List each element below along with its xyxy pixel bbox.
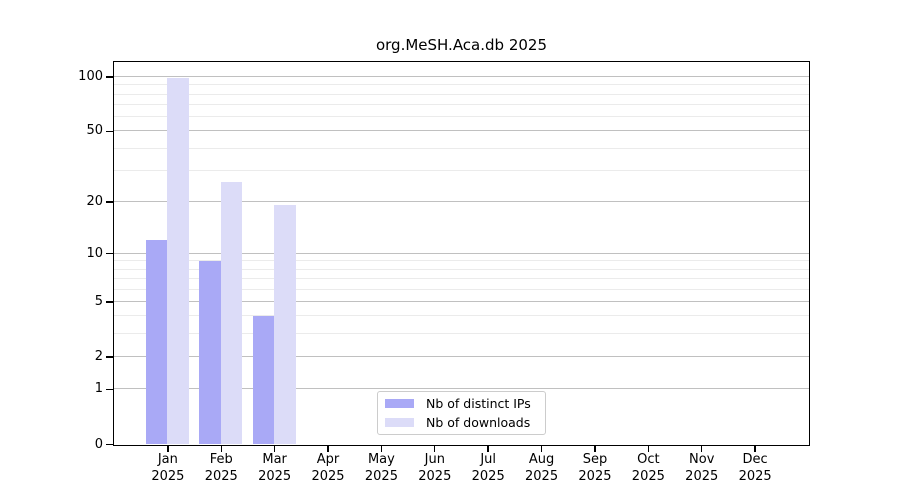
gridline-minor-30 — [114, 170, 809, 172]
y-tick-label-2: 2 — [94, 349, 103, 365]
x-tick-label-sep: Sep 2025 — [563, 452, 627, 485]
x-axis-tick-may — [380, 445, 383, 452]
bar-nb-of-downloads-feb-2025 — [220, 181, 243, 444]
gridline-major-50 — [114, 130, 809, 132]
plot-area — [113, 61, 810, 446]
x-axis-tick-aug — [540, 445, 543, 452]
x-axis-tick-nov — [701, 445, 703, 452]
legend-label-distinct-ips: Nb of distinct IPs — [426, 396, 531, 411]
x-tick-year: 2025 — [471, 468, 505, 484]
gridline-minor-40 — [114, 147, 809, 149]
bar-nb-of-distinct-ips-feb-2025 — [199, 260, 221, 444]
x-tick-month: Jan — [157, 452, 178, 467]
x-tick-label-nov: Nov 2025 — [670, 452, 734, 485]
gridline-minor-6 — [114, 288, 809, 290]
x-tick-month: Oct — [637, 452, 660, 467]
x-tick-year: 2025 — [311, 468, 345, 484]
x-tick-month: Sep — [582, 452, 608, 467]
x-tick-year: 2025 — [204, 468, 238, 484]
x-tick-label-may: May 2025 — [349, 452, 413, 485]
x-tick-year: 2025 — [578, 468, 612, 484]
legend: Nb of distinct IPs Nb of downloads — [377, 391, 546, 435]
legend-item-distinct-ips: Nb of distinct IPs — [385, 396, 545, 412]
y-axis-tick-10 — [106, 252, 113, 255]
y-tick-label-0: 0 — [94, 436, 103, 452]
x-tick-month: Aug — [528, 452, 555, 467]
gridline-major-10 — [114, 252, 809, 254]
x-axis-tick-feb — [220, 445, 222, 452]
y-tick-label-20: 20 — [86, 194, 103, 210]
x-tick-month: Jul — [480, 452, 497, 467]
x-tick-month: Nov — [689, 452, 715, 467]
y-axis-tick-2 — [106, 356, 113, 358]
y-tick-label-1: 1 — [94, 381, 103, 397]
y-axis-tick-1 — [106, 388, 113, 390]
x-tick-label-apr: Apr 2025 — [296, 452, 360, 485]
x-axis-tick-jan — [167, 445, 169, 452]
x-tick-label-jul: Jul 2025 — [456, 452, 520, 485]
gridline-minor-90 — [114, 84, 809, 86]
x-tick-year: 2025 — [738, 468, 772, 484]
gridline-major-2 — [114, 356, 809, 358]
x-tick-year: 2025 — [685, 468, 719, 484]
x-tick-year: 2025 — [525, 468, 559, 484]
y-axis-tick-100 — [106, 76, 113, 78]
x-axis-tick-dec — [754, 445, 756, 452]
x-tick-month: Mar — [262, 452, 287, 467]
gridline-major-1 — [114, 388, 809, 390]
gridline-minor-7 — [114, 277, 809, 279]
x-tick-month: Jun — [424, 452, 445, 467]
x-tick-label-mar: Mar 2025 — [243, 452, 307, 485]
y-axis-tick-50 — [106, 130, 113, 133]
x-axis-tick-jul — [487, 445, 489, 452]
gridline-minor-60 — [114, 116, 809, 118]
x-tick-year: 2025 — [418, 468, 452, 484]
y-tick-label-5: 5 — [94, 293, 103, 309]
legend-item-downloads: Nb of downloads — [385, 415, 545, 431]
gridline-major-5 — [114, 300, 809, 302]
gridline-major-100 — [114, 76, 809, 77]
bar-nb-of-distinct-ips-jan-2025 — [145, 239, 168, 444]
x-tick-label-aug: Aug 2025 — [510, 452, 574, 485]
x-tick-year: 2025 — [631, 468, 665, 484]
x-tick-label-jun: Jun 2025 — [403, 452, 467, 485]
gridline-minor-80 — [114, 93, 809, 95]
legend-label-downloads: Nb of downloads — [426, 415, 531, 430]
bar-nb-of-distinct-ips-mar-2025 — [252, 315, 275, 444]
x-tick-month: Apr — [316, 452, 340, 467]
gridline-minor-70 — [114, 104, 809, 106]
y-tick-label-100: 100 — [78, 69, 103, 84]
bar-nb-of-downloads-jan-2025 — [167, 78, 189, 444]
y-axis-tick-20 — [106, 201, 113, 203]
x-tick-month: Dec — [742, 452, 768, 467]
x-axis-tick-sep — [594, 445, 596, 452]
x-tick-month: Feb — [209, 452, 233, 467]
x-tick-label-dec: Dec 2025 — [723, 452, 787, 485]
x-tick-year: 2025 — [258, 468, 292, 484]
x-axis-tick-mar — [273, 445, 276, 452]
x-tick-label-jan: Jan 2025 — [136, 452, 200, 485]
bar-nb-of-downloads-mar-2025 — [274, 205, 296, 444]
y-axis-tick-5 — [106, 301, 113, 303]
gridline-major-20 — [114, 201, 809, 203]
x-axis-tick-oct — [647, 445, 650, 452]
gridline-minor-3 — [114, 333, 809, 335]
x-tick-year: 2025 — [151, 468, 185, 484]
gridline-minor-4 — [114, 315, 809, 317]
gridline-minor-9 — [114, 260, 809, 262]
x-axis-tick-jun — [434, 445, 436, 452]
legend-swatch-downloads — [385, 418, 414, 427]
y-tick-label-10: 10 — [86, 245, 103, 261]
gridline-minor-8 — [114, 268, 809, 270]
chart-title: org.MeSH.Aca.db 2025 — [375, 36, 548, 54]
x-tick-year: 2025 — [364, 468, 398, 484]
legend-swatch-distinct-ips — [385, 399, 414, 408]
x-tick-label-oct: Oct 2025 — [616, 452, 680, 485]
y-tick-label-50: 50 — [86, 123, 103, 139]
x-axis-tick-apr — [327, 445, 329, 452]
y-axis-tick-0 — [106, 443, 113, 446]
x-tick-month: May — [367, 452, 395, 467]
x-tick-label-feb: Feb 2025 — [189, 452, 253, 485]
